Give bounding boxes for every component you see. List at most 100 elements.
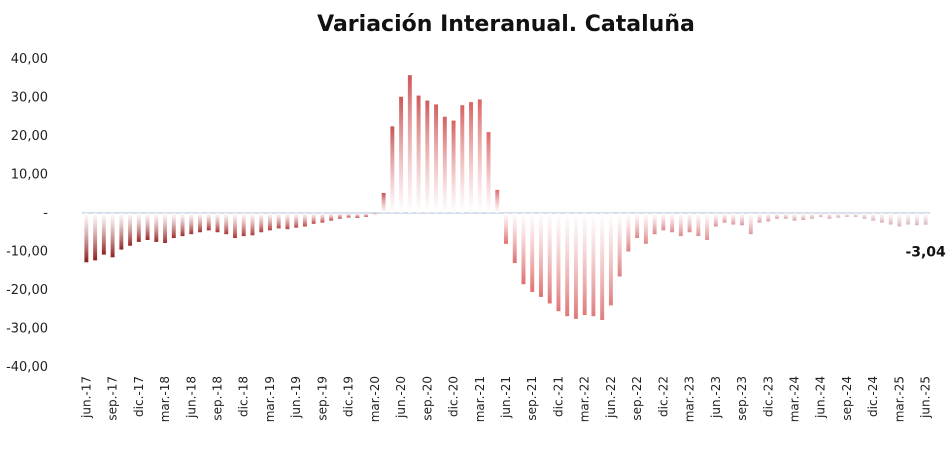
bar	[84, 213, 89, 263]
bar	[565, 213, 570, 317]
bar	[748, 213, 753, 235]
bar	[888, 213, 893, 225]
bar	[355, 213, 360, 219]
bar	[897, 213, 902, 227]
y-tick-label: 40,00	[11, 52, 48, 67]
x-tick-label: jun.-20	[394, 376, 408, 419]
bar	[871, 213, 876, 221]
x-tick-label: mar.-20	[368, 376, 382, 422]
x-tick-label: sep.-20	[420, 376, 434, 421]
bar	[101, 213, 106, 255]
x-tick-label: dic.-23	[761, 376, 775, 417]
bar	[198, 213, 202, 233]
bar	[110, 213, 115, 258]
bar	[836, 213, 841, 218]
x-tick-label: dic.-18	[237, 376, 251, 417]
bar	[914, 213, 919, 226]
x-tick-label: dic.-22	[656, 376, 670, 417]
bar	[740, 213, 745, 226]
bar	[302, 213, 307, 227]
bar	[547, 213, 552, 304]
bar	[766, 213, 771, 222]
x-tick-label: mar.-18	[158, 376, 172, 422]
bar	[696, 213, 701, 237]
bar	[705, 213, 710, 240]
bar	[93, 213, 98, 261]
x-tick-label: sep.-19	[315, 376, 329, 421]
x-tick-label: jun.-22	[604, 376, 618, 419]
bar	[154, 213, 159, 242]
bar	[145, 213, 150, 240]
bar	[259, 213, 264, 233]
bar	[399, 96, 404, 213]
bar	[801, 213, 806, 220]
bar	[853, 213, 858, 217]
x-tick-label: jun.-18	[184, 376, 198, 419]
bar	[442, 116, 447, 213]
bar	[495, 189, 500, 213]
x-tick-label: jun.-19	[289, 376, 303, 419]
y-axis: 40,00 30,00 20,00 10,00 - -10,00 -20,00 -30,00 -…	[6, 52, 48, 375]
bar	[608, 213, 613, 306]
x-tick-label: mar.-23	[683, 376, 697, 422]
bar	[250, 213, 255, 236]
y-tick-label: 10,00	[11, 168, 48, 183]
bar	[713, 213, 718, 227]
bar	[731, 213, 736, 225]
x-tick-label: dic.-19	[342, 376, 356, 417]
bar	[311, 213, 316, 224]
bar	[206, 213, 211, 231]
x-tick-label: dic.-17	[132, 376, 146, 417]
bar	[381, 192, 386, 213]
y-tick-label: -40,00	[6, 360, 48, 375]
bar	[285, 213, 290, 230]
y-tick-label: 30,00	[11, 91, 48, 106]
x-tick-label: sep.-24	[840, 376, 854, 421]
bar	[757, 213, 762, 223]
bar	[635, 213, 640, 239]
x-tick-label: sep.-23	[735, 376, 749, 421]
bar	[416, 95, 421, 213]
bar	[233, 213, 237, 239]
y-tick-label: -	[43, 206, 48, 221]
bar	[539, 213, 543, 297]
x-tick-label: dic.-24	[866, 376, 880, 417]
y-tick-label: 20,00	[11, 129, 48, 144]
bar	[818, 213, 823, 217]
bar	[215, 213, 220, 233]
bar	[810, 213, 814, 219]
bar	[128, 213, 133, 246]
bar	[136, 213, 141, 242]
bar	[600, 213, 605, 321]
x-tick-label: jun.-25	[919, 376, 933, 419]
x-tick-label: sep.-18	[211, 376, 225, 421]
bar	[906, 213, 911, 225]
bar	[827, 213, 832, 219]
bar	[862, 213, 867, 219]
chart-title: Variación Interanual. Cataluña	[317, 12, 695, 37]
bar	[879, 213, 884, 223]
bar	[722, 213, 727, 223]
bar	[320, 213, 325, 223]
bar	[346, 213, 351, 218]
y-tick-label: -30,00	[6, 322, 48, 337]
bar	[460, 105, 465, 213]
bar	[329, 213, 334, 221]
bar	[434, 104, 439, 213]
x-tick-label: sep.-17	[106, 376, 120, 421]
x-tick-label: mar.-25	[892, 376, 906, 422]
x-tick-label: sep.-21	[525, 376, 539, 421]
bar	[792, 213, 797, 221]
x-tick-label: jun.-23	[709, 376, 723, 419]
bar	[512, 213, 517, 264]
bars	[84, 75, 928, 321]
x-tick-label: mar.-22	[578, 376, 592, 422]
x-tick-label: mar.-19	[263, 376, 277, 422]
bar	[591, 213, 596, 317]
x-tick-label: mar.-24	[787, 376, 801, 422]
bar	[486, 132, 491, 213]
bar	[775, 213, 779, 219]
bar	[504, 213, 508, 244]
y-tick-label: -20,00	[6, 283, 48, 298]
bar	[477, 99, 482, 213]
